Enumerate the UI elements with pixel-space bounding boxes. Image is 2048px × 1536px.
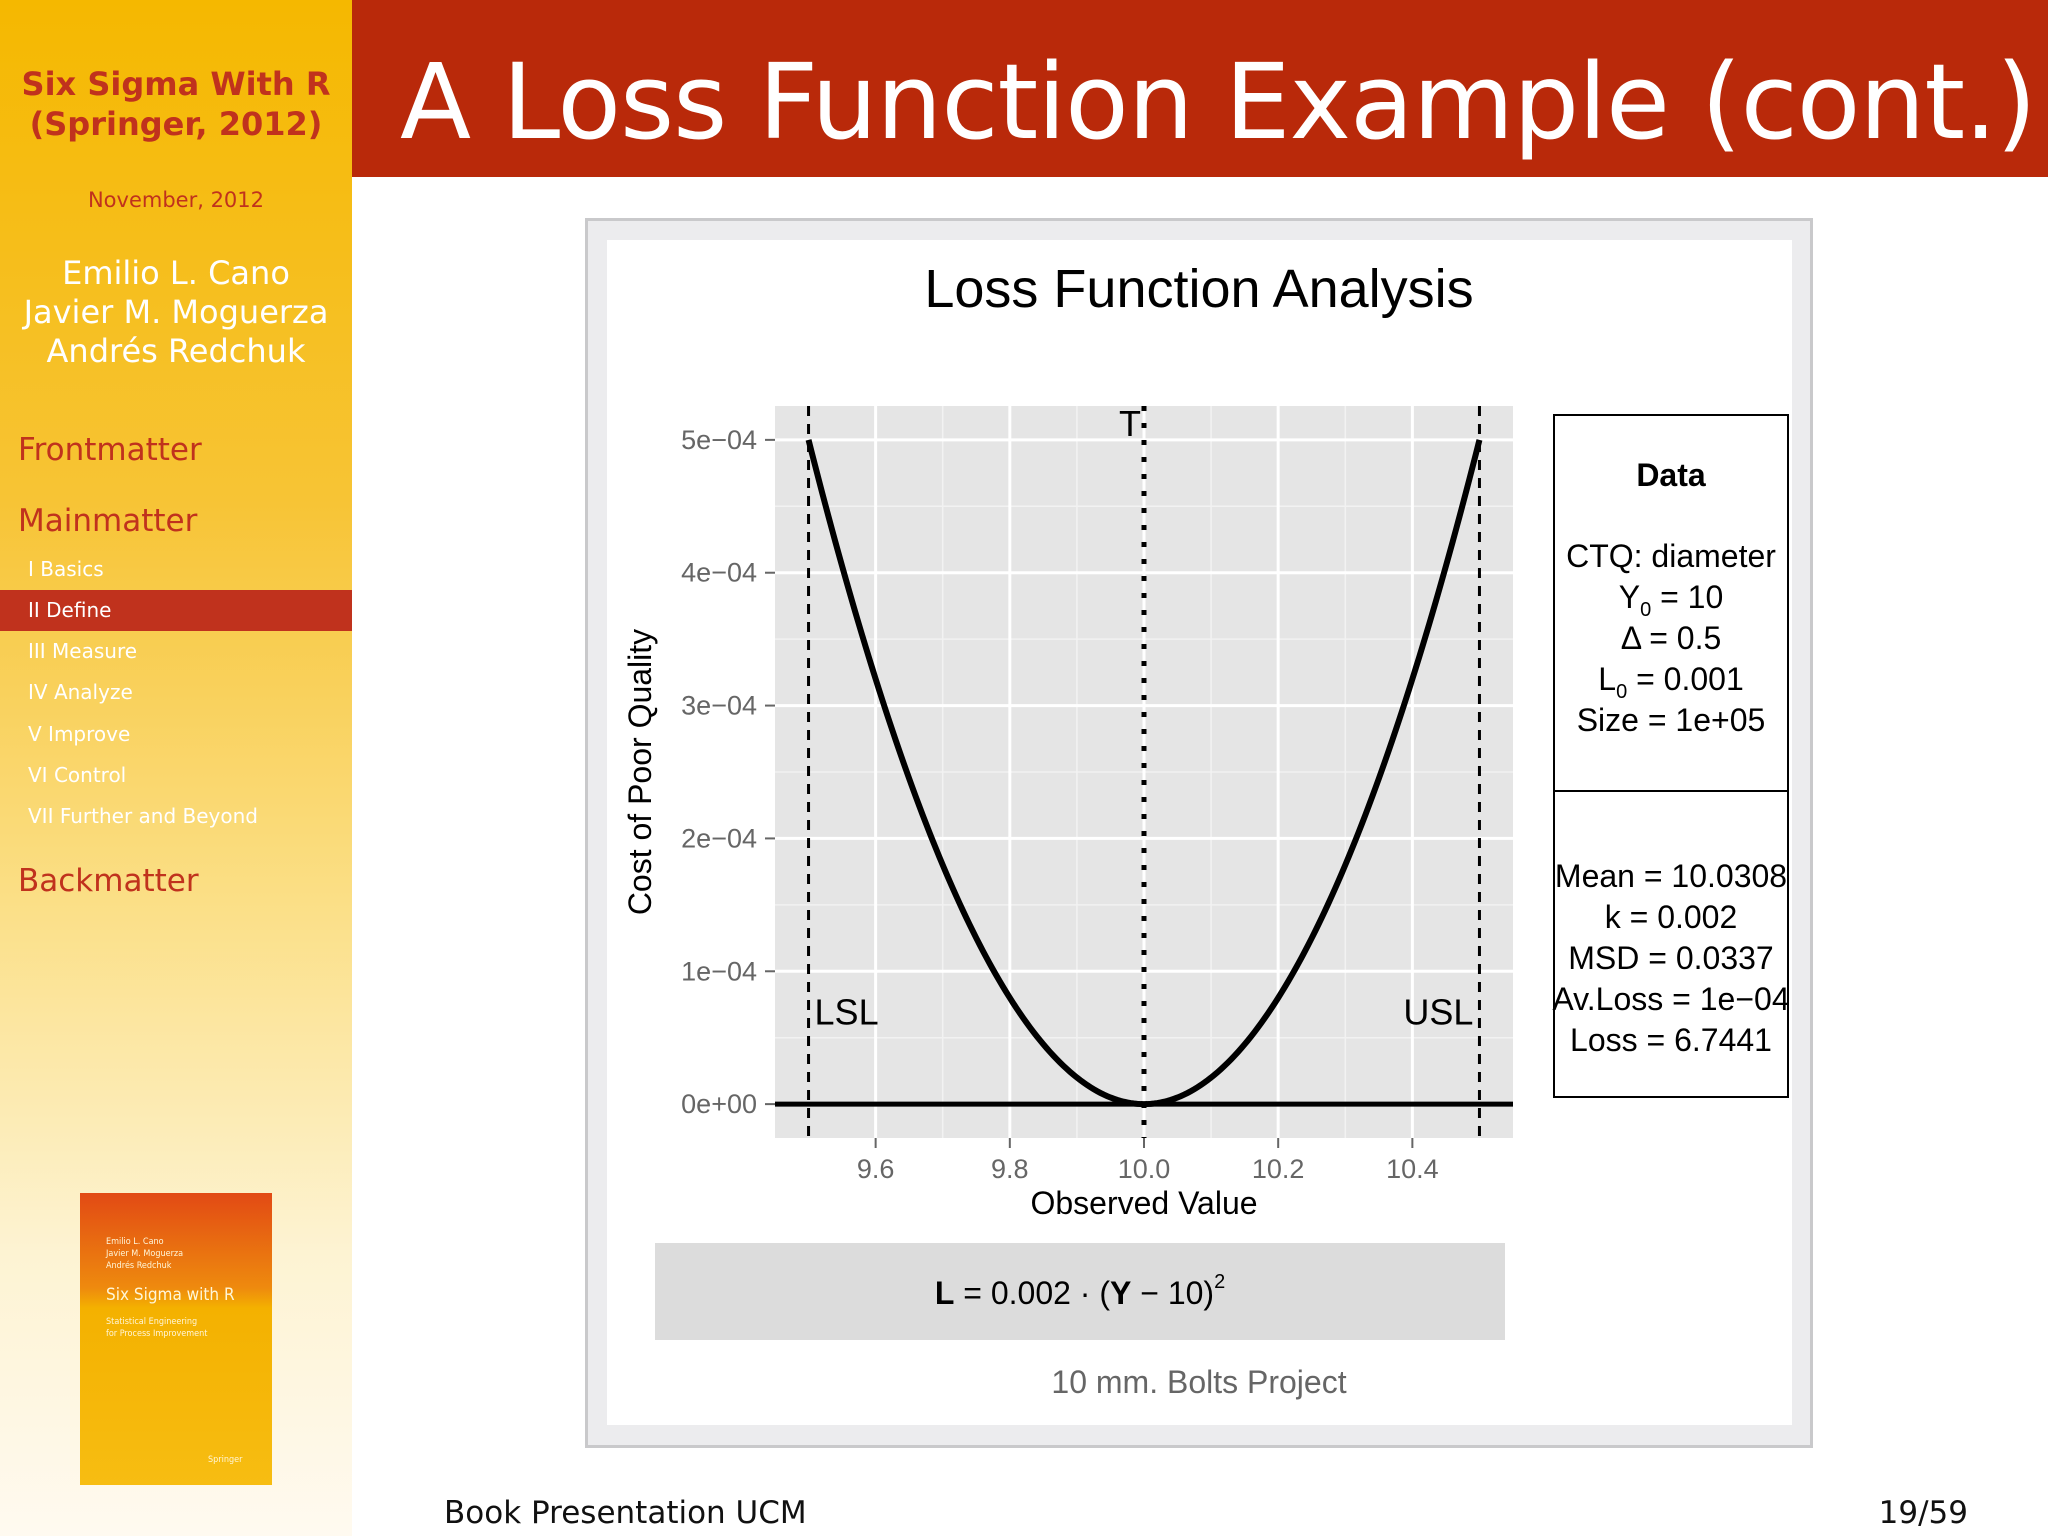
- figure-canvas: Loss Function Analysis 9.6 9.8 10.0 10.2 10.…: [607, 240, 1792, 1425]
- y-tick-label: 1e−04: [681, 956, 757, 986]
- chart-marks: LSL T USL: [775, 403, 1513, 1138]
- data-box-msd: MSD = 0.0337: [1568, 940, 1773, 976]
- page-number: 19/59: [1878, 1495, 1968, 1531]
- data-box-ctq: CTQ: diameter: [1566, 538, 1776, 574]
- formula-box: [655, 1243, 1505, 1340]
- reference-line-label: USL: [1403, 991, 1473, 1032]
- nav-item-analyze[interactable]: IV Analyze: [28, 680, 133, 704]
- x-tick-label: 10.4: [1386, 1154, 1439, 1184]
- data-box-mean: Mean = 10.0308: [1555, 858, 1787, 894]
- y-axis: 0e+00 1e−04 2e−04 3e−04 4e−04 5e−04: [681, 425, 775, 1119]
- x-axis: 9.6 9.8 10.0 10.2 10.4: [857, 1138, 1439, 1184]
- data-box-target: Y0 = 10: [1619, 579, 1724, 621]
- x-axis-label: Observed Value: [1030, 1185, 1257, 1221]
- y-axis-label: Cost of Poor Quality: [622, 629, 658, 915]
- x-tick-label: 9.6: [857, 1154, 895, 1184]
- y-tick-label: 5e−04: [681, 425, 757, 455]
- slide-title: A Loss Function Example (cont.): [400, 41, 2037, 163]
- presentation-date: November, 2012: [87, 188, 265, 212]
- chart-caption: 10 mm. Bolts Project: [1051, 1364, 1346, 1400]
- loss-curve: [805, 439, 1483, 1108]
- x-tick-label: 10.2: [1252, 1154, 1305, 1184]
- data-box-size: Size = 1e+05: [1577, 702, 1766, 738]
- author-name: Javier M. Moguerza: [23, 293, 329, 331]
- nav-item-improve[interactable]: V Improve: [28, 722, 131, 746]
- data-box-l0: L0 = 0.001: [1598, 661, 1743, 703]
- x-tick-label: 9.8: [991, 1154, 1029, 1184]
- cover-subtitle: for Process Improvement: [106, 1329, 208, 1339]
- data-box-title: Data: [1636, 457, 1706, 493]
- data-box-loss: Loss = 6.7441: [1570, 1022, 1772, 1058]
- chart-title: Loss Function Analysis: [924, 259, 1473, 319]
- cover-author: Emilio L. Cano: [106, 1237, 164, 1247]
- nav-section-frontmatter[interactable]: Frontmatter: [18, 432, 202, 468]
- nav-item-measure[interactable]: III Measure: [28, 639, 138, 663]
- y-tick-label: 4e−04: [681, 558, 757, 588]
- nav-item-basics[interactable]: I Basics: [28, 557, 104, 581]
- cover-author: Javier M. Moguerza: [106, 1249, 184, 1259]
- author-name: Andrés Redchuk: [46, 332, 306, 370]
- data-box-k: k = 0.002: [1605, 899, 1738, 935]
- data-box-border: [1553, 414, 1789, 1098]
- cover-publisher: Springer: [208, 1455, 243, 1465]
- y-tick-label: 2e−04: [681, 823, 757, 853]
- y-tick-label: 0e+00: [681, 1089, 757, 1119]
- sidebar: Six Sigma With R (Springer, 2012) Novemb…: [0, 0, 352, 1536]
- cover-title: Six Sigma with R: [106, 1285, 235, 1305]
- slide-header-bar: [352, 0, 2048, 177]
- reference-line-label: T: [1119, 403, 1141, 444]
- book-title-line2: (Springer, 2012): [29, 105, 323, 143]
- book-title-line1: Six Sigma With R: [21, 65, 331, 103]
- loss-formula: L = 0.002 · (Y − 10)2: [935, 1271, 1225, 1311]
- reference-line-label: LSL: [815, 991, 879, 1032]
- x-tick-label: 10.0: [1118, 1154, 1171, 1184]
- cover-subtitle: Statistical Engineering: [106, 1317, 198, 1327]
- data-box-delta: Δ = 0.5: [1621, 620, 1722, 656]
- cover-author: Andrés Redchuk: [106, 1261, 172, 1271]
- nav-item-control[interactable]: VI Control: [28, 763, 127, 787]
- nav-item-further-beyond[interactable]: VII Further and Beyond: [28, 804, 258, 828]
- book-cover-image: Emilio L. Cano Javier M. Moguerza Andrés…: [80, 1193, 272, 1485]
- footer-presentation-name: Book Presentation UCM: [444, 1495, 807, 1531]
- nav-section-mainmatter[interactable]: Mainmatter: [18, 503, 198, 539]
- author-name: Emilio L. Cano: [62, 254, 290, 292]
- data-box-avloss: Av.Loss = 1e−04: [1552, 981, 1789, 1017]
- nav-item-define[interactable]: II Define: [0, 590, 352, 631]
- loss-function-chart: Loss Function Analysis 9.6 9.8 10.0 10.2 10.…: [622, 259, 1790, 1400]
- y-tick-label: 3e−04: [681, 691, 757, 721]
- nav-section-backmatter[interactable]: Backmatter: [18, 863, 199, 899]
